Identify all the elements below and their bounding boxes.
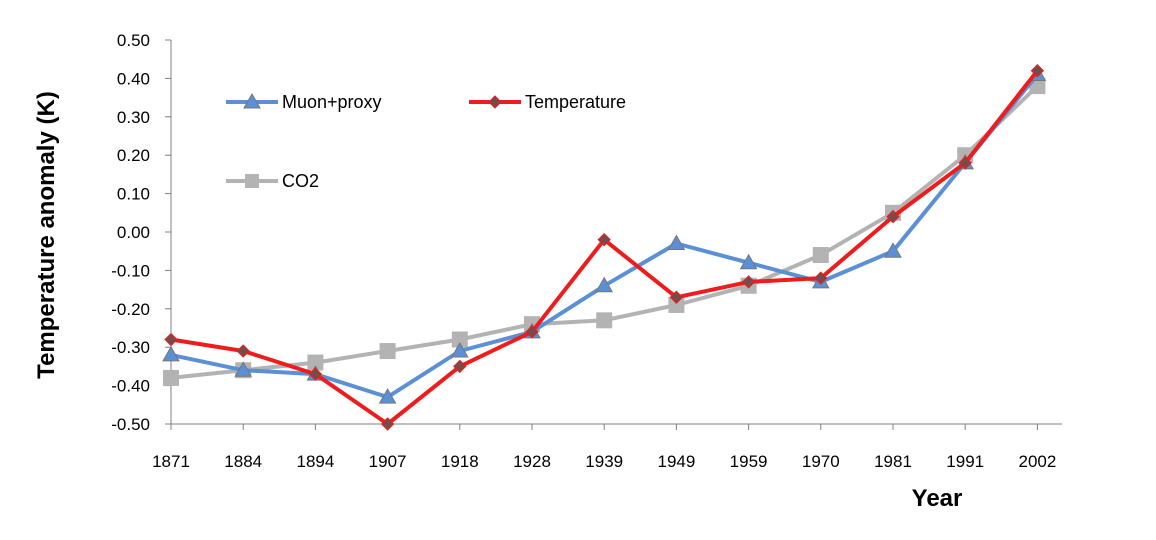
series-temperature: [164, 64, 1045, 431]
data-point-temperature: [597, 232, 611, 247]
y-tick-label: 0.10: [117, 185, 150, 204]
data-point-co2: [451, 331, 468, 348]
series-line-temperature: [170, 69, 1039, 426]
legend: Muon+proxy Temperature CO2: [226, 92, 626, 191]
series-layer: [162, 64, 1047, 431]
series-co2: [163, 78, 1046, 386]
legend-temperature-label: Temperature: [525, 92, 626, 112]
data-point-temperature: [1030, 64, 1045, 78]
data-point-temperature: [886, 209, 900, 224]
data-point-temperature: [236, 344, 250, 358]
data-point-co2: [379, 343, 396, 360]
legend-co2-label: CO2: [282, 171, 319, 191]
data-point-muon-proxy: [739, 253, 758, 270]
y-tick-label: -0.50: [111, 415, 150, 434]
legend-item-co2: CO2: [226, 171, 319, 191]
x-tick-label: 1907: [369, 452, 407, 471]
legend-item-temperature: Temperature: [469, 92, 626, 112]
data-point-temperature: [669, 290, 684, 304]
data-point-temperature: [453, 359, 467, 374]
x-tick-label: 1959: [730, 452, 768, 471]
x-tick-label: 1949: [657, 452, 695, 471]
y-axis-title: Temperature anomaly (K): [33, 91, 60, 379]
y-tick-label: 0.00: [117, 223, 150, 242]
legend-muon-proxy-label: Muon+proxy: [282, 92, 382, 112]
x-ticks: 1871 1884 1894 1907 1918 1928 1939 1949 1959 1970…: [152, 424, 1056, 471]
data-point-temperature: [958, 156, 972, 170]
data-point-temperature: [525, 325, 539, 339]
x-tick-label: 1928: [513, 452, 551, 471]
y-tick-label: 0.40: [117, 69, 150, 88]
data-point-muon-proxy: [162, 345, 180, 362]
data-point-muon-proxy: [595, 276, 614, 293]
x-tick-label: 1894: [296, 452, 334, 471]
data-point-muon-proxy: [378, 388, 397, 404]
x-tick-label: 1918: [441, 452, 479, 471]
y-tick-label: -0.40: [111, 377, 150, 396]
data-point-co2: [163, 369, 179, 386]
data-point-temperature: [380, 417, 395, 431]
data-point-co2: [668, 296, 685, 313]
y-tick-label: -0.20: [111, 300, 150, 319]
y-tick-label: 0.30: [117, 108, 150, 127]
x-tick-label: 1991: [946, 452, 984, 471]
legend-item-muon-proxy: Muon+proxy: [226, 92, 382, 112]
y-tick-label: -0.30: [111, 338, 150, 357]
y-tick-label: -0.10: [111, 261, 150, 280]
x-axis-title: Year: [912, 485, 963, 512]
x-tick-label: 2002: [1018, 452, 1056, 471]
x-tick-label: 1970: [802, 452, 840, 471]
data-point-muon-proxy: [667, 234, 686, 251]
x-tick-label: 1871: [152, 452, 190, 471]
y-tick-label: 0.20: [117, 146, 150, 165]
data-point-temperature: [164, 332, 178, 347]
data-point-temperature: [814, 271, 828, 285]
data-point-temperature: [741, 275, 756, 289]
data-point-muon-proxy: [234, 361, 253, 377]
x-tick-label: 1884: [224, 452, 262, 471]
data-point-muon-proxy: [884, 242, 902, 258]
data-point-temperature: [308, 367, 323, 381]
y-tick-label: 0.50: [117, 31, 150, 50]
legend-temperature-marker: [488, 95, 502, 109]
data-point-co2: [596, 312, 613, 329]
x-tick-label: 1981: [874, 452, 912, 471]
legend-co2-marker: [245, 174, 259, 188]
data-point-muon-proxy: [450, 342, 469, 358]
y-ticks: 0.50 0.40 0.30 0.20 0.10 0.00 -0.10 -0.20 -0.30 -…: [111, 31, 171, 434]
x-tick-label: 1939: [585, 452, 623, 471]
data-point-co2: [812, 247, 829, 264]
legend-muon-proxy-marker: [243, 92, 261, 109]
data-point-co2: [307, 354, 324, 371]
